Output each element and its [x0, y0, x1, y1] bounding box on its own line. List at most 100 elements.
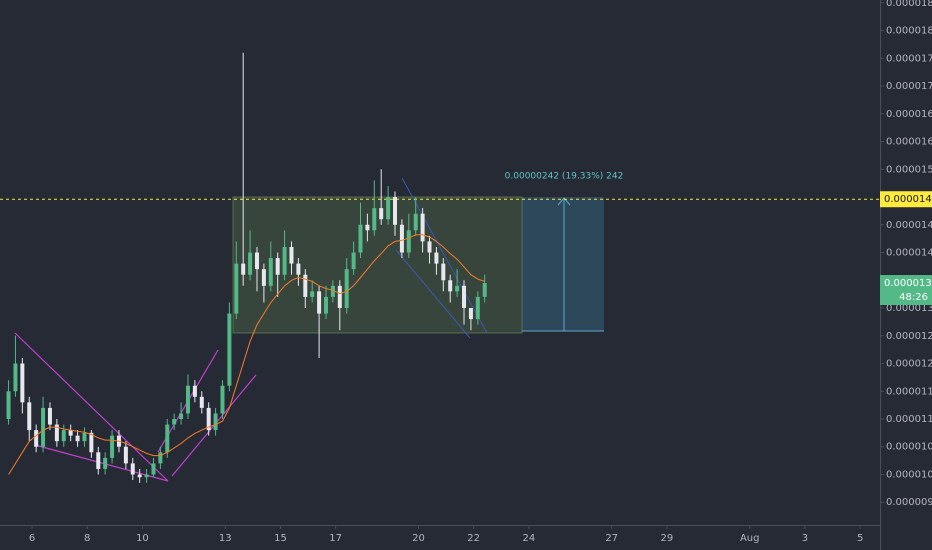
candle-body	[379, 208, 384, 220]
candle-body	[158, 452, 163, 464]
channel-line	[395, 249, 471, 339]
x-tick-label: 24	[523, 533, 536, 544]
candle-body	[261, 269, 266, 286]
countdown-label: 48:26	[899, 292, 928, 303]
candle-body	[448, 280, 453, 292]
price-line-label-box	[880, 191, 932, 208]
candle-body	[199, 396, 204, 408]
candle-body	[82, 432, 87, 442]
drawings	[14, 177, 604, 482]
y-tick-label: 0.00001850	[886, 0, 932, 9]
candles	[6, 52, 487, 483]
x-tick-label: 22	[467, 533, 480, 544]
candle-body	[351, 252, 356, 270]
candle-body	[462, 285, 467, 309]
candle-body	[427, 241, 432, 253]
candle-body	[179, 413, 184, 420]
candle-body	[144, 474, 149, 478]
candle-body	[137, 474, 142, 478]
candle-body	[323, 296, 328, 314]
candle-body	[282, 246, 287, 275]
candle-body	[220, 385, 225, 414]
candle-body	[27, 402, 32, 431]
x-tick-label: 27	[605, 533, 618, 544]
x-tick-label: Aug	[740, 533, 760, 544]
candle-body	[468, 308, 473, 320]
candle-body	[206, 407, 211, 431]
candle-body	[254, 252, 259, 270]
candle-body	[130, 463, 135, 475]
y-tick-label: 0.00001150	[886, 386, 932, 397]
candle-body	[289, 246, 294, 264]
candle-body	[34, 430, 39, 447]
price-line-label: 0.00001496	[884, 194, 932, 205]
x-tick-label: 20	[412, 533, 425, 544]
last-price-label: 0.00001345	[884, 278, 932, 289]
x-tick-label: 13	[219, 533, 232, 544]
y-tick-label: 0.00001000	[886, 469, 932, 480]
candle-body	[227, 313, 232, 386]
candle-body	[54, 424, 59, 442]
y-tick-label: 0.00001650	[886, 109, 932, 120]
candle-body	[89, 432, 94, 453]
candle-body	[475, 296, 480, 320]
candle-body	[41, 407, 46, 447]
candle-body	[482, 283, 487, 297]
x-tick-label: 5	[857, 533, 863, 544]
y-tick-label: 0.00001250	[886, 331, 932, 342]
measure-arrowhead	[557, 197, 571, 206]
candle-body	[213, 413, 218, 431]
candle-body	[68, 430, 73, 436]
y-tick-label: 0.00001200	[886, 359, 932, 370]
candle-body	[317, 291, 322, 314]
y-tick-label: 0.00001050	[886, 442, 932, 453]
candle-body	[386, 197, 391, 220]
candle-body	[434, 252, 439, 264]
candle-body	[103, 457, 108, 469]
measure-label: 0.00000242 (19.33%) 242	[505, 172, 624, 182]
candle-body	[372, 208, 377, 231]
y-tick-label: 0.00001450	[886, 220, 932, 231]
candle-body	[275, 258, 280, 275]
candle-body	[13, 363, 18, 392]
x-tick-label: 3	[802, 533, 808, 544]
x-tick-label: 17	[329, 533, 342, 544]
y-tick-label: 0.00001700	[886, 81, 932, 92]
candle-body	[20, 363, 25, 403]
candle-body	[413, 213, 418, 231]
y-tick-label: 0.00001800	[886, 26, 932, 37]
candle-body	[123, 446, 128, 464]
candle-body	[393, 197, 398, 225]
measure-box	[522, 197, 604, 331]
candle-body	[61, 430, 66, 442]
candle-body	[441, 263, 446, 281]
candle-body	[330, 285, 335, 297]
candle-body	[47, 407, 52, 425]
candle-body	[75, 435, 80, 442]
y-tick-label: 0.00001300	[886, 303, 932, 314]
candle-body	[151, 463, 156, 475]
candle-body	[406, 230, 411, 253]
x-tick-label: 15	[274, 533, 287, 544]
moving-average	[8, 234, 485, 475]
candle-body	[399, 224, 404, 253]
candle-body	[185, 385, 190, 414]
candle-body	[296, 263, 301, 275]
y-tick-label: 0.00001750	[886, 53, 932, 64]
y-tick-label: 0.00001400	[886, 248, 932, 259]
y-tick-label: 0.00001100	[886, 414, 932, 425]
candle-body	[268, 258, 273, 286]
candle-body	[344, 269, 349, 309]
candle-body	[248, 252, 253, 275]
range-box	[232, 196, 523, 334]
candle-body	[241, 263, 246, 275]
candle-body	[192, 385, 197, 397]
x-tick-label: 29	[661, 533, 674, 544]
x-tick-label: 8	[84, 533, 90, 544]
candle-body	[337, 285, 342, 309]
candle-body	[6, 391, 11, 420]
candle-body	[455, 285, 460, 292]
last-price-box	[880, 275, 932, 306]
candle-body	[358, 224, 363, 253]
y-tick-label: 0.00000950	[886, 497, 932, 508]
